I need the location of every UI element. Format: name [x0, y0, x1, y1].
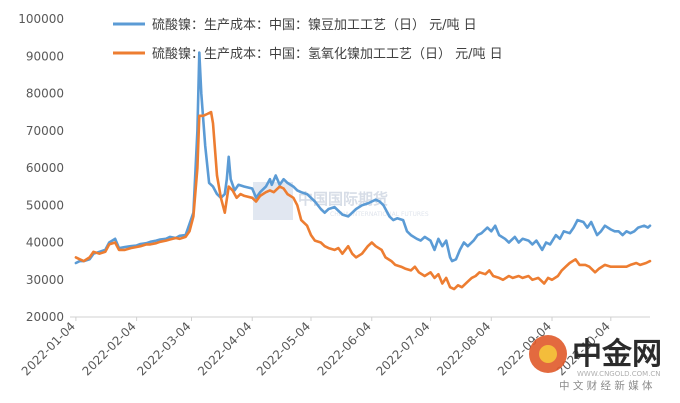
series-layer — [74, 51, 652, 291]
y-tick-label: 50000 — [26, 198, 64, 212]
y-tick-label: 70000 — [26, 124, 64, 138]
x-tick-label: 2022-08-04 — [434, 319, 493, 378]
y-tick-label: 30000 — [26, 273, 64, 287]
y-tick-label: 100000 — [18, 12, 64, 26]
cngold-logo-url: WWW.CNGOLD.COM.CN — [577, 370, 661, 378]
x-tick-label: 2022-06-04 — [315, 319, 374, 378]
y-axis: 20000 30000 40000 50000 60000 70000 80000 90000… — [18, 12, 64, 324]
y-tick-label: 90000 — [26, 49, 64, 63]
x-tick-label: 2022-02-04 — [80, 319, 139, 378]
series-line-nickel-hydroxide — [74, 110, 652, 291]
y-tick-label: 60000 — [26, 161, 64, 175]
legend: 硫酸镍：生产成本：中国：镍豆加工工艺（日） 元/吨 日硫酸镍：生产成本：中国：氢… — [113, 18, 503, 62]
watermark-cifco-box — [253, 182, 293, 220]
cngold-logo-icon-inner — [539, 345, 557, 363]
watermark-cngold-logo: 中金网 WWW.CNGOLD.COM.CN 中 文 财 经 新 媒 体 — [529, 335, 662, 392]
x-tick-label: 2022-07-04 — [373, 319, 432, 378]
x-tick-label: 2022-01-04 — [19, 319, 78, 378]
cngold-logo-text: 中金网 — [572, 337, 662, 372]
legend-label: 硫酸镍：生产成本：中国：氢氧化镍加工工艺（日） 元/吨 日 — [152, 47, 503, 62]
x-tick-label: 2022-05-04 — [254, 319, 313, 378]
legend-label: 硫酸镍：生产成本：中国：镍豆加工工艺（日） 元/吨 日 — [152, 18, 477, 33]
series-line-nickel-bean — [74, 51, 652, 265]
watermark-cifco-small: CHINA INTERNATIONAL FUTURES — [330, 211, 429, 218]
y-tick-label: 40000 — [26, 236, 64, 250]
x-tick-label: 2022-03-04 — [134, 319, 193, 378]
y-tick-label: 20000 — [26, 310, 64, 324]
x-tick-label: 2022-04-04 — [195, 319, 254, 378]
cngold-logo-subtitle: 中 文 财 经 新 媒 体 — [559, 379, 653, 392]
y-tick-label: 80000 — [26, 87, 64, 101]
